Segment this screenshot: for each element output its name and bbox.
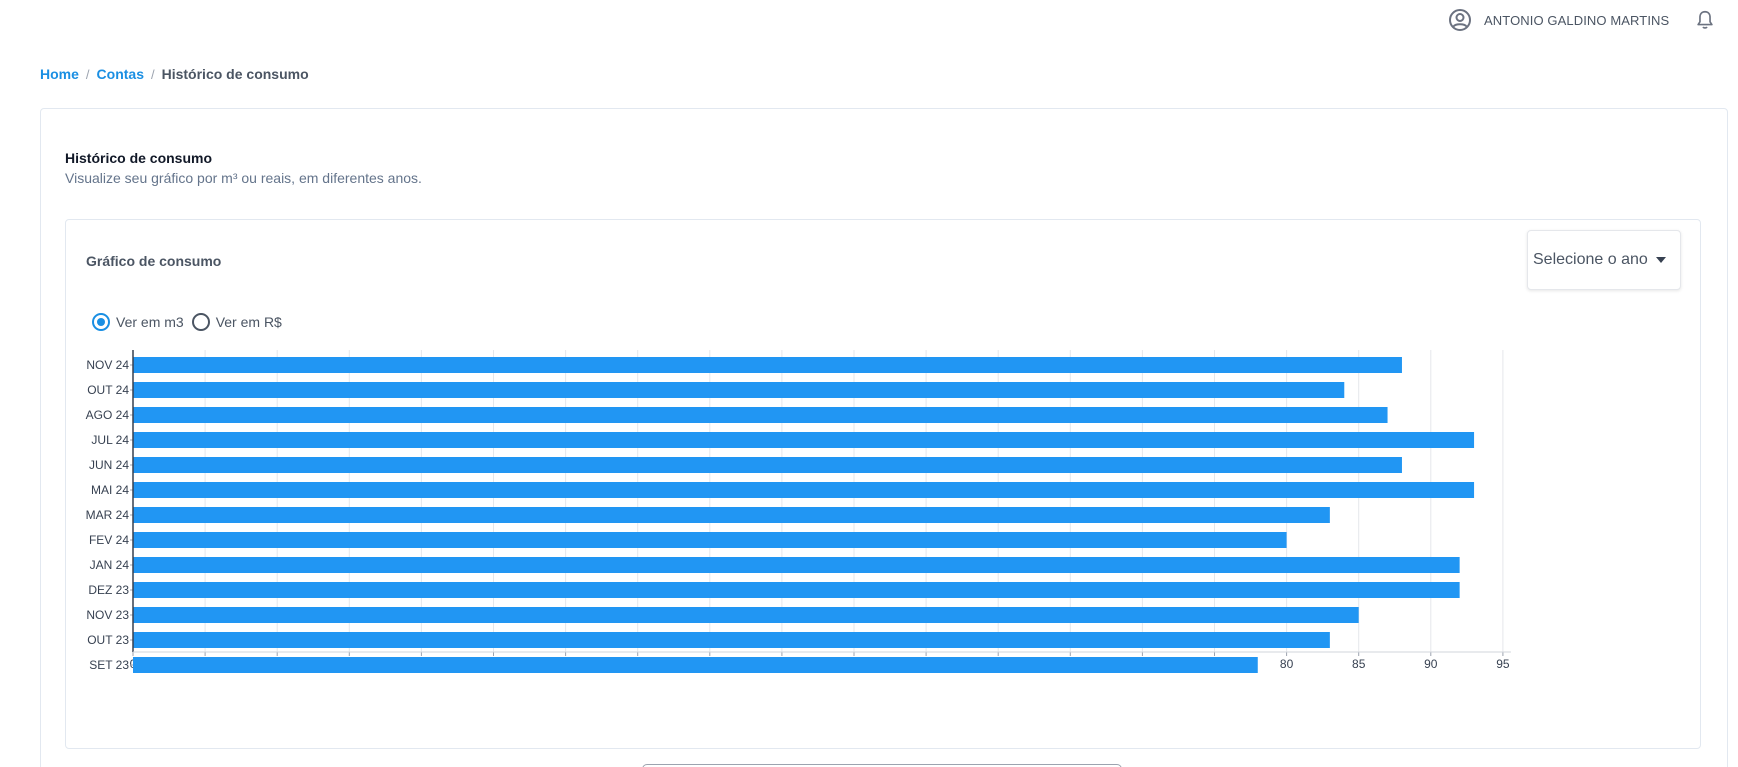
radio-m3[interactable] [92, 313, 110, 331]
y-tick-label: SET 23 [89, 658, 129, 672]
y-tick-label: NOV 23 [86, 608, 129, 622]
x-tick-label: 95 [1496, 657, 1510, 671]
bar-ago-24[interactable] [133, 407, 1388, 423]
y-tick-label: FEV 24 [89, 533, 129, 547]
x-tick-label: 90 [1424, 657, 1438, 671]
y-tick-label: OUT 23 [87, 633, 129, 647]
bar-jun-24[interactable] [133, 457, 1402, 473]
user-name: ANTONIO GALDINO MARTINS [1484, 12, 1670, 28]
bar-nov-23[interactable] [133, 607, 1359, 623]
page-subtitle: Visualize seu gráfico por m³ ou reais, e… [65, 170, 422, 186]
breadcrumb-accounts-link[interactable]: Contas [96, 66, 144, 82]
user-menu[interactable]: ANTONIO GALDINO MARTINS [1448, 8, 1669, 32]
bar-mar-24[interactable] [133, 507, 1330, 523]
bar-out-24[interactable] [133, 382, 1345, 398]
y-tick-label: NOV 24 [86, 358, 129, 372]
x-tick-label: 80 [1280, 657, 1294, 671]
bell-icon[interactable] [1694, 8, 1716, 32]
top-bar: ANTONIO GALDINO MARTINS [0, 0, 1738, 40]
radio-m3-label: Ver em m3 [116, 314, 184, 330]
bar-set-23[interactable] [133, 657, 1258, 673]
radio-brl[interactable] [191, 313, 210, 331]
chart-title: Gráfico de consumo [86, 253, 222, 269]
unit-radio-group: Ver em m3 Ver em R$ [92, 313, 290, 331]
bar-jan-24[interactable] [133, 557, 1460, 573]
y-tick-label: AGO 24 [86, 408, 130, 422]
breadcrumb: Home / Contas / Histórico de consumo [40, 66, 309, 82]
bar-jul-24[interactable] [133, 432, 1475, 448]
y-tick-label: MAI 24 [91, 483, 129, 497]
year-select-label: Selecione o ano [1533, 251, 1648, 268]
y-tick-label: MAR 24 [86, 508, 130, 522]
bar-nov-24[interactable] [133, 357, 1402, 373]
bar-mai-24[interactable] [133, 482, 1475, 498]
y-tick-label: JUL 24 [91, 433, 129, 447]
radio-option-m3[interactable]: Ver em m3 [92, 313, 184, 331]
user-circle-icon [1449, 9, 1471, 31]
y-tick-label: DEZ 23 [88, 583, 129, 597]
page-title: Histórico de consumo [65, 150, 213, 166]
y-tick-label: JAN 24 [90, 558, 130, 572]
breadcrumb-current: Histórico de consumo [161, 66, 309, 82]
y-tick-label: JUN 24 [89, 458, 129, 472]
caret-down-icon [1655, 257, 1666, 263]
year-select[interactable]: Selecione o ano [1527, 230, 1681, 290]
bar-fev-24[interactable] [133, 532, 1287, 548]
bar-out-23[interactable] [133, 632, 1330, 648]
breadcrumb-home-link[interactable]: Home [40, 66, 79, 82]
breadcrumb-separator: / [85, 66, 90, 82]
y-tick-label: OUT 24 [87, 383, 129, 397]
bar-dez-23[interactable] [133, 582, 1460, 598]
radio-option-brl[interactable]: Ver em R$ [191, 313, 282, 331]
breadcrumb-separator: / [150, 66, 155, 82]
x-tick-label: 85 [1352, 657, 1366, 671]
consumption-bar-chart: 05101520253035404550556065707580859095NO… [86, 350, 1511, 673]
radio-brl-label: Ver em R$ [215, 314, 282, 330]
